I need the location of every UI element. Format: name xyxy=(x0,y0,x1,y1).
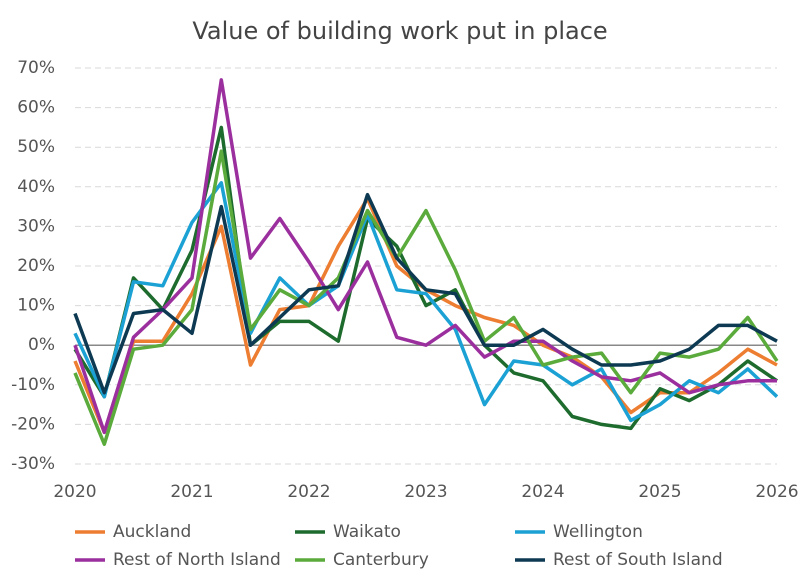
y-tick-label: 30% xyxy=(17,216,55,236)
x-tick-label: 2020 xyxy=(53,482,96,502)
x-tick-label: 2022 xyxy=(287,482,330,502)
line-series xyxy=(73,125,778,431)
y-tick-label: 0% xyxy=(28,335,55,355)
y-tick-label: -30% xyxy=(11,454,55,474)
legend-label: Rest of South Island xyxy=(553,550,723,570)
x-tick-label: 2021 xyxy=(170,482,213,502)
x-tick-label: 2024 xyxy=(521,482,564,502)
line-series xyxy=(73,78,777,435)
legend-label: Wellington xyxy=(553,522,643,542)
x-tick-label: 2026 xyxy=(755,482,798,502)
legend-label: Waikato xyxy=(333,522,401,542)
x-tick-label: 2025 xyxy=(638,482,681,502)
y-tick-label: -20% xyxy=(11,414,55,434)
legend-label: Canterbury xyxy=(333,550,429,570)
legend-label: Rest of North Island xyxy=(113,550,281,570)
line-series xyxy=(73,149,779,446)
legend-label: Auckland xyxy=(113,522,191,542)
line-series xyxy=(73,181,779,423)
y-tick-label: 50% xyxy=(17,137,55,157)
y-tick-label: 40% xyxy=(17,177,55,197)
y-tick-label: 20% xyxy=(17,256,55,276)
x-tick-label: 2023 xyxy=(404,482,447,502)
line-series xyxy=(73,192,778,395)
y-tick-label: 70% xyxy=(17,58,55,78)
y-tick-label: -10% xyxy=(11,375,55,395)
chart-title: Value of building work put in place xyxy=(192,17,607,45)
y-tick-label: 10% xyxy=(17,296,55,316)
y-tick-label: 60% xyxy=(17,98,55,118)
